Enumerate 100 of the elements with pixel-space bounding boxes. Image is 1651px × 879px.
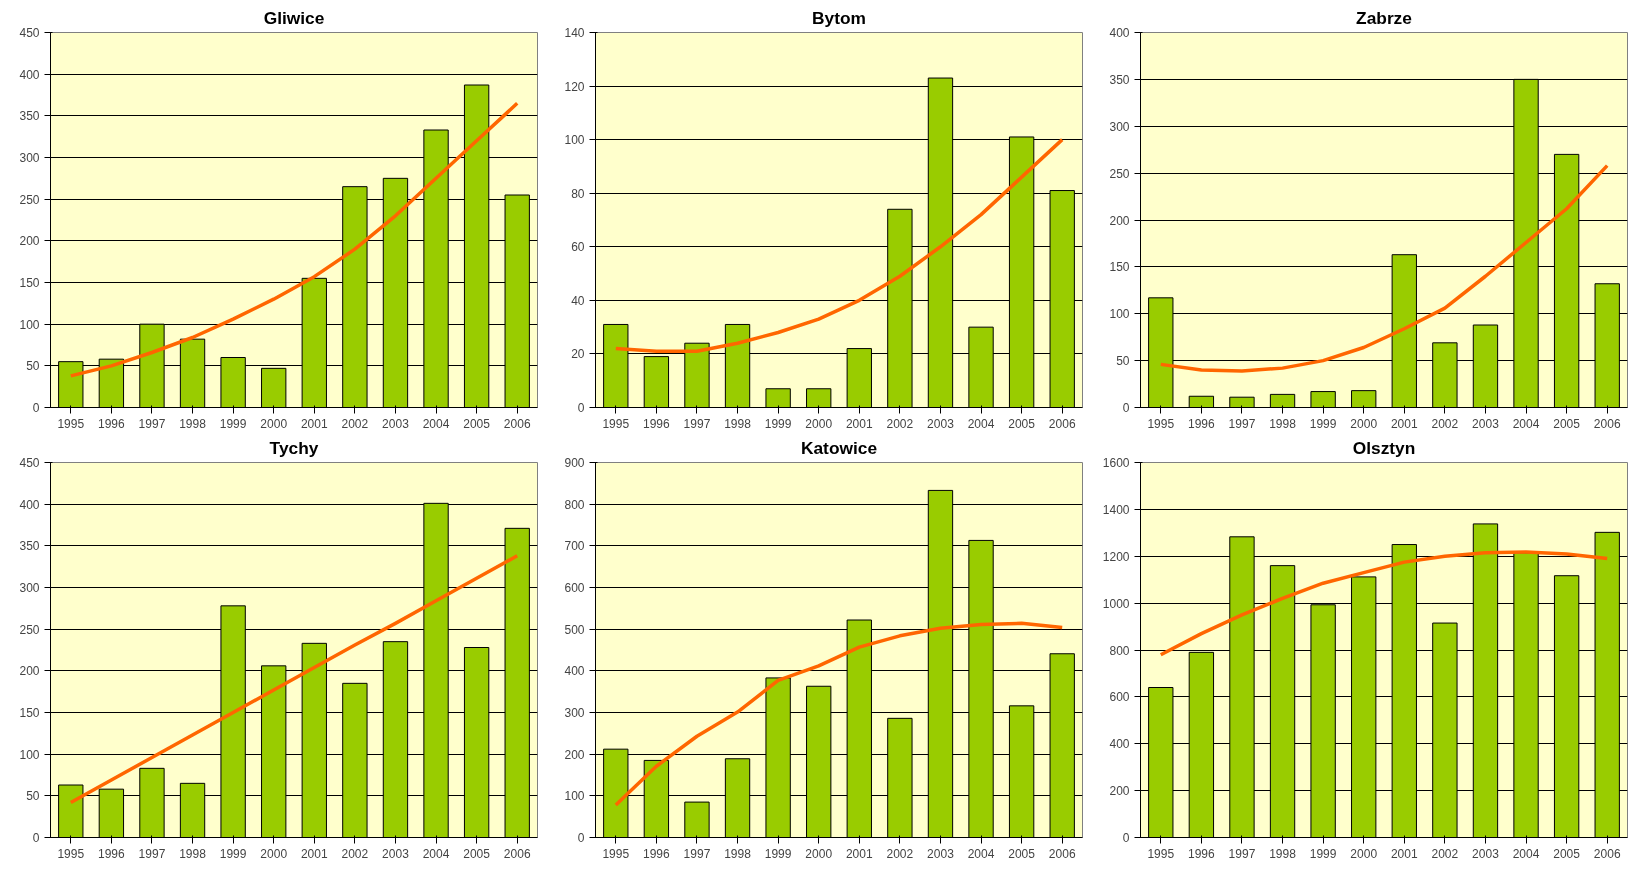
y-tick-label: 300	[1109, 119, 1130, 134]
x-tick-label: 2004	[1512, 416, 1540, 431]
x-tick-label: 2001	[300, 416, 328, 431]
y-tick-label: 1200	[1102, 549, 1130, 564]
y-tick-label: 500	[564, 622, 585, 637]
y-tick-label: 200	[1109, 213, 1130, 228]
y-tick-label: 900	[564, 456, 585, 470]
x-tick-label: 1998	[1269, 416, 1297, 431]
x-tick-label: 2005	[1553, 846, 1581, 861]
x-tick-label: 1996	[643, 416, 671, 431]
x-tick-label: 1995	[602, 416, 630, 431]
x-tick-label: 1999	[1309, 416, 1337, 431]
x-tick-label: 2004	[422, 416, 450, 431]
x-tick-label: 2005	[463, 846, 491, 861]
x-tick-label: 2001	[300, 846, 328, 861]
x-tick-label: 2005	[1553, 416, 1581, 431]
y-tick-label: 600	[564, 581, 585, 595]
x-tick-label: 2003	[1472, 416, 1500, 431]
x-tick-label: 2000	[260, 846, 288, 861]
x-tick-label: 2000	[1350, 846, 1378, 861]
x-tick-label: 1995	[57, 416, 85, 431]
y-tick-label: 400	[564, 664, 585, 679]
y-tick-label: 1000	[1102, 596, 1130, 611]
y-tick-label: 700	[564, 539, 585, 554]
y-tick-label: 80	[571, 186, 585, 201]
x-tick-label: 1998	[724, 846, 752, 861]
y-tick-label: 0	[1122, 401, 1130, 415]
y-tick-label: 450	[19, 26, 40, 40]
y-tick-label: 400	[1109, 737, 1130, 752]
y-tick-label: 150	[1109, 260, 1130, 275]
x-tick-label: 1999	[764, 846, 792, 861]
x-tick-label: 2006	[1593, 416, 1621, 431]
x-tick-label: 1997	[1228, 846, 1256, 861]
y-tick-label: 0	[577, 831, 585, 845]
x-tick-label: 1998	[724, 416, 752, 431]
x-tick-label: 2003	[927, 846, 955, 861]
x-tick-label: 2002	[1431, 846, 1459, 861]
x-tick-label: 1996	[98, 846, 126, 861]
x-tick-label: 2004	[1512, 846, 1540, 861]
x-tick-label: 2001	[1390, 846, 1418, 861]
x-tick-label: 1999	[764, 416, 792, 431]
x-tick-label: 1997	[138, 846, 166, 861]
y-tick-label: 1600	[1102, 456, 1130, 470]
chart-title: Olsztyn	[1352, 437, 1416, 458]
y-tick-label: 100	[19, 317, 40, 332]
chart-title: Gliwice	[263, 7, 325, 28]
y-tick-label: 150	[19, 706, 40, 720]
y-tick-label: 100	[19, 747, 40, 762]
chart-title: Bytom	[812, 7, 866, 28]
x-tick-label: 1999	[219, 846, 247, 861]
x-tick-label: 2001	[845, 846, 873, 861]
x-tick-label: 1996	[643, 846, 671, 861]
x-tick-label: 1997	[683, 416, 711, 431]
x-tick-label: 2005	[463, 416, 491, 431]
x-tick-label: 2006	[503, 416, 531, 431]
x-tick-label: 2006	[503, 846, 531, 861]
x-tick-label: 2004	[967, 846, 995, 861]
y-tick-label: 140	[564, 26, 585, 40]
x-tick-label: 1996	[1188, 846, 1216, 861]
y-tick-label: 0	[577, 401, 585, 415]
x-tick-label: 2003	[382, 846, 410, 861]
y-tick-label: 800	[1109, 643, 1130, 658]
chart-title: Tychy	[269, 437, 319, 458]
x-tick-label: 2004	[967, 416, 995, 431]
y-tick-label: 350	[19, 539, 40, 554]
y-tick-label: 0	[32, 401, 40, 415]
y-tick-label: 250	[1109, 166, 1130, 181]
y-tick-label: 100	[564, 133, 585, 148]
x-tick-label: 2000	[1350, 416, 1378, 431]
y-tick-label: 600	[1109, 690, 1130, 705]
x-tick-label: 1996	[1188, 416, 1216, 431]
y-tick-label: 120	[564, 79, 585, 94]
x-tick-label: 1997	[1228, 416, 1256, 431]
x-tick-label: 1996	[98, 416, 126, 431]
chart-title: Katowice	[800, 437, 878, 458]
x-tick-label: 1998	[1269, 846, 1297, 861]
x-tick-label: 1998	[179, 416, 207, 431]
y-tick-label: 350	[19, 109, 40, 124]
y-tick-label: 250	[19, 622, 40, 637]
y-tick-label: 100	[1109, 307, 1130, 322]
x-tick-label: 2000	[260, 416, 288, 431]
x-tick-label: 1995	[1147, 846, 1175, 861]
x-tick-label: 1998	[179, 846, 207, 861]
y-tick-label: 50	[26, 359, 40, 374]
x-tick-label: 2006	[1048, 416, 1076, 431]
y-tick-label: 0	[1122, 831, 1130, 845]
x-tick-label: 2006	[1048, 846, 1076, 861]
y-tick-label: 50	[1116, 354, 1130, 369]
y-tick-label: 300	[19, 151, 40, 165]
y-tick-label: 350	[1109, 72, 1130, 87]
x-tick-label: 1995	[1147, 416, 1175, 431]
x-tick-label: 1999	[219, 416, 247, 431]
x-tick-label: 2002	[341, 846, 369, 861]
x-tick-label: 2005	[1008, 416, 1036, 431]
y-tick-label: 800	[564, 497, 585, 512]
y-tick-label: 300	[564, 706, 585, 720]
x-tick-label: 2001	[845, 416, 873, 431]
x-tick-label: 2006	[1593, 846, 1621, 861]
y-tick-label: 400	[1109, 26, 1130, 40]
x-tick-label: 2002	[1431, 416, 1459, 431]
